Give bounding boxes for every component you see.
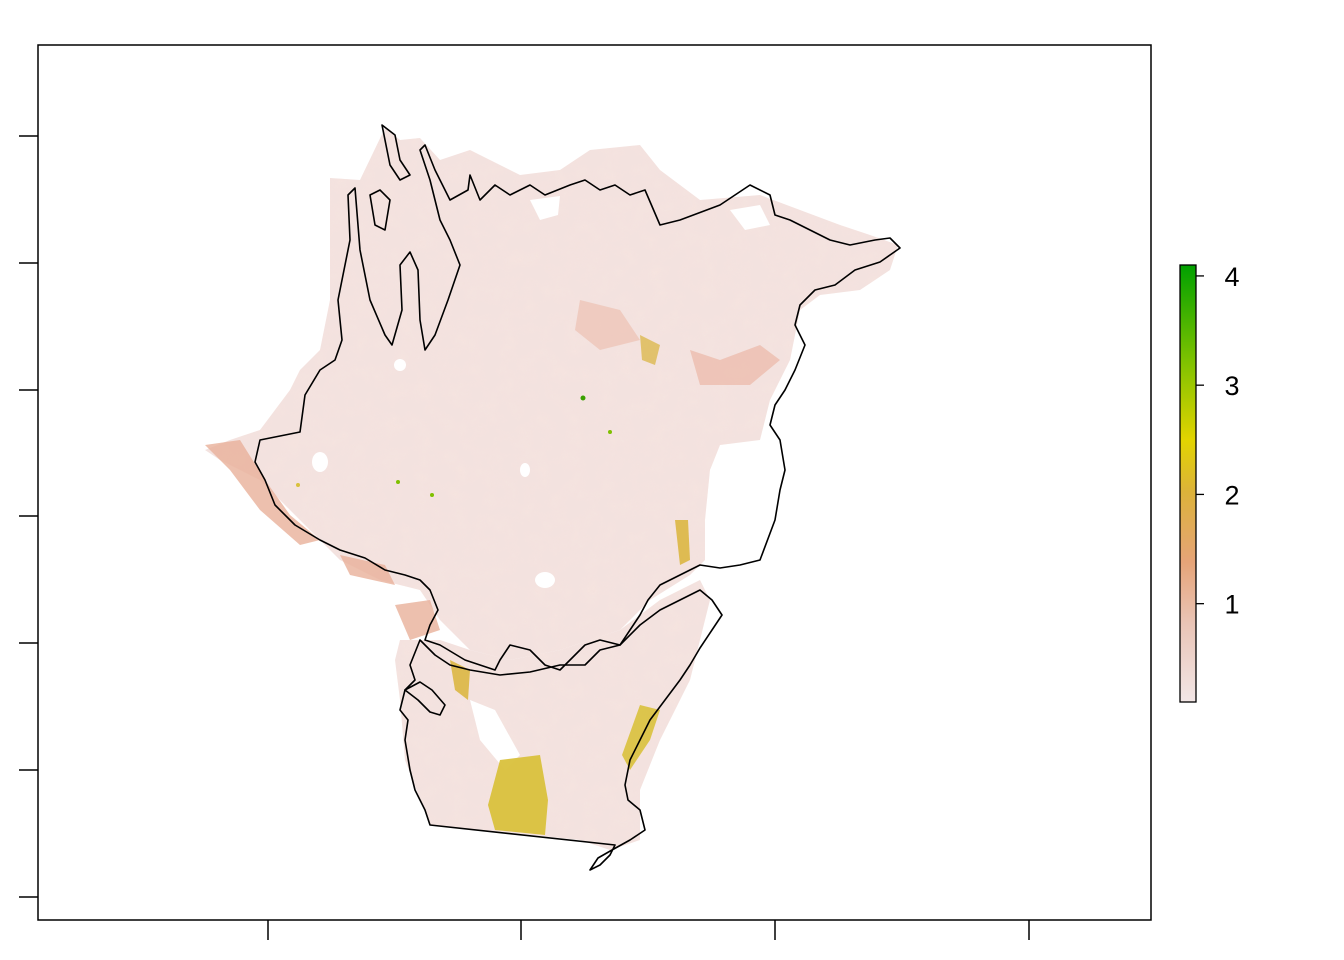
raster-hotspot (488, 755, 548, 835)
region-boundary-south (399, 589, 723, 871)
raster-hotspot (675, 520, 690, 565)
legend-label: 3 (1224, 371, 1239, 401)
raster-hotspot (450, 660, 470, 700)
region-boundary-inlet (369, 189, 391, 231)
y-axis-ticks (19, 135, 38, 898)
raster-gap (520, 463, 530, 477)
raster-hotspot (608, 430, 612, 434)
boundary-layer (254, 124, 901, 871)
region-boundary-inlet (381, 124, 411, 181)
raster-gap (470, 700, 520, 770)
legend-colorbar (1179, 264, 1197, 703)
legend: 1 2 3 4 (1179, 262, 1240, 703)
legend-label: 2 (1224, 480, 1239, 510)
raster-gap (530, 196, 560, 220)
legend-label: 4 (1224, 262, 1239, 292)
raster-hotspot (640, 335, 660, 365)
raster-hotspot (296, 483, 300, 487)
region-boundary-north (254, 144, 901, 671)
raster-salmon-band (340, 555, 395, 585)
region-boundary-coast (404, 681, 446, 716)
raster-gap (730, 205, 770, 230)
legend-ticks: 1 2 3 4 (1196, 262, 1240, 620)
raster-gap (394, 359, 406, 371)
raster-hotspot (430, 493, 434, 497)
raster-gap (535, 572, 555, 588)
legend-label: 1 (1224, 590, 1239, 620)
raster-salmon-band (690, 345, 780, 385)
raster-hotspot (396, 480, 400, 484)
raster-gap (312, 452, 328, 472)
plot-frame (37, 44, 1152, 921)
raster-salmon-band (205, 440, 320, 545)
raster-texture (205, 128, 898, 850)
raster-hotspot (580, 395, 586, 401)
x-axis-ticks (267, 920, 1030, 940)
raster-layer (205, 128, 898, 850)
raster-salmon-band (575, 300, 640, 350)
